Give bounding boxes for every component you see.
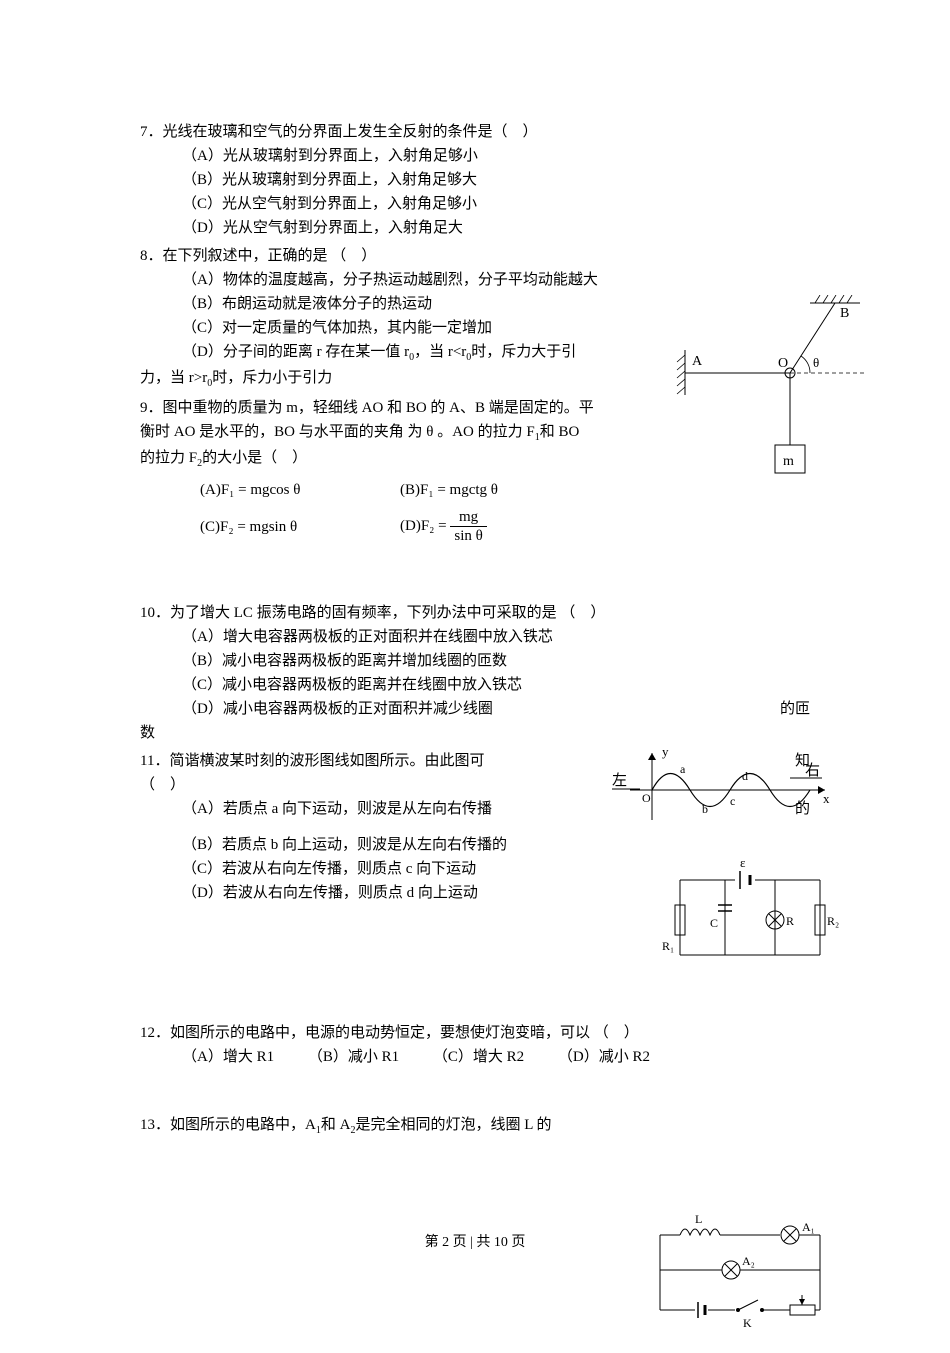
- q9-opt-c: (C)F₂ = mgsin θ: [200, 515, 400, 539]
- label-y: y: [662, 745, 669, 759]
- label-A2: A₂: [742, 1254, 755, 1268]
- q12-opt-a: （A）增大 R1: [182, 1045, 274, 1069]
- label-left: 左: [612, 772, 627, 789]
- q9-formula-row2: (C)F₂ = mgsin θ (D)F₂ = mgsin θ: [140, 508, 810, 545]
- label-theta: θ: [813, 355, 819, 370]
- q12-opt-b: （B）减小 R1: [308, 1045, 399, 1069]
- q13-pre: 13．如图所示的电路中，A: [140, 1117, 316, 1133]
- diagram-q11-wave: y x O a b c d 左 右: [610, 745, 840, 830]
- q10-stem: 10．为了增大 LC 振荡电路的固有频率，下列办法中可采取的是 （ ）: [140, 601, 810, 625]
- q13-stem: 13．如图所示的电路中，A1和 A2是完全相同的灯泡，线圈 L 的: [140, 1113, 810, 1139]
- q11-opt-b: （B）若质点 b 向上运动，则波是从左向右传播的: [140, 833, 810, 857]
- label-B: B: [840, 306, 849, 321]
- q10-opt-b: （B）减小电容器两极板的距离并增加线圈的匝数: [140, 649, 810, 673]
- q7-opt-c: （C）光从空气射到分界面上，入射角足够小: [140, 192, 810, 216]
- spacer: [140, 1009, 810, 1021]
- q10-d-tail: 数: [140, 721, 810, 745]
- spacer: [140, 551, 810, 601]
- question-12: 12．如图所示的电路中，电源的电动势恒定，要想使灯泡变暗，可以 （ ） （A）增…: [140, 1021, 810, 1069]
- q8-d-p3: 时，斥力大于引: [471, 344, 576, 360]
- question-10: 10．为了增大 LC 振荡电路的固有频率，下列办法中可采取的是 （ ） （A）增…: [140, 601, 810, 745]
- q9-d-pre: (D)F₂ =: [400, 518, 450, 534]
- label-K: K: [743, 1316, 752, 1330]
- q8-d-p2: ，当 r<r: [414, 344, 466, 360]
- q12-opt-d: （D）减小 R2: [558, 1045, 650, 1069]
- q12-opt-c: （C）增大 R2: [433, 1045, 524, 1069]
- q10-opt-d-right: 的匝: [780, 697, 810, 721]
- q9-line3b: 的大小是（ ）: [202, 450, 307, 466]
- q9-d-den: sin θ: [450, 527, 486, 545]
- q12-options-row: （A）增大 R1 （B）减小 R1 （C）增大 R2 （D）减小 R2: [140, 1045, 810, 1069]
- q8-tail-p2: 时，斥力小于引力: [212, 370, 332, 386]
- q12-stem: 12．如图所示的电路中，电源的电动势恒定，要想使灯泡变暗，可以 （ ）: [140, 1021, 810, 1045]
- label-L: L: [695, 1215, 702, 1226]
- label-a: a: [680, 762, 686, 776]
- question-7: 7．光线在玻璃和空气的分界面上发生全反射的条件是（ ） （A）光从玻璃射到分界面…: [140, 120, 810, 240]
- label-d: d: [742, 769, 748, 783]
- label-A: A: [692, 354, 703, 369]
- label-right: 右: [805, 762, 820, 779]
- q9-line2a: 衡时 AO 是水平的，BO 与水平面的夹角 为 θ 。AO 的拉力 F: [140, 424, 535, 440]
- q8-stem: 8．在下列叙述中，正确的是 （ ）: [140, 244, 810, 268]
- label-R2: R₂: [827, 914, 839, 928]
- q8-tail-p1: 力，当 r>r: [140, 370, 207, 386]
- label-O: O: [642, 791, 651, 805]
- label-O: O: [778, 356, 788, 371]
- q9-line2b: 和 BO: [540, 424, 580, 440]
- document-content: 7．光线在玻璃和空气的分界面上发生全反射的条件是（ ） （A）光从玻璃射到分界面…: [140, 120, 810, 1139]
- label-b: b: [702, 802, 708, 816]
- label-c: c: [730, 794, 735, 808]
- q10-opt-c: （C）减小电容器两极板的距离并在线圈中放入铁芯: [140, 673, 810, 697]
- label-eps: ε: [740, 855, 746, 870]
- q11-opt-a: （A）若质点 a 向下运动，则波是从左向右传播: [140, 797, 492, 821]
- label-m: m: [783, 454, 794, 469]
- q13-post: 是完全相同的灯泡，线圈 L 的: [355, 1117, 551, 1133]
- label-R: R: [786, 914, 794, 928]
- q10-opt-d-row: （D）减小电容器两极板的正对面积并减少线圈 的匝: [140, 697, 810, 721]
- q13-mid: 和 A: [321, 1117, 351, 1133]
- q9-opt-a: (A)F₁ = mgcos θ: [200, 478, 400, 502]
- q9-d-frac: mgsin θ: [450, 508, 486, 545]
- question-13: 13．如图所示的电路中，A1和 A2是完全相同的灯泡，线圈 L 的: [140, 1113, 810, 1139]
- q9-opt-b: (B)F₁ = mgctg θ: [400, 478, 600, 502]
- q10-opt-d-left: （D）减小电容器两极板的正对面积并减少线圈: [140, 697, 493, 721]
- label-C: C: [710, 916, 718, 930]
- q7-opt-d: （D）光从空气射到分界面上，入射角足大: [140, 216, 810, 240]
- q9-line3a: 的拉力 F: [140, 450, 197, 466]
- label-R1: R₁: [662, 939, 674, 953]
- spacer: [140, 1073, 810, 1113]
- q8-opt-a: （A）物体的温度越高，分子热运动越剧烈，分子平均动能越大: [140, 268, 810, 292]
- q8-d-p1: （D）分子间的距离 r 存在某一值 r: [182, 344, 409, 360]
- q7-stem: 7．光线在玻璃和空气的分界面上发生全反射的条件是（ ）: [140, 120, 810, 144]
- q10-opt-a: （A）增大电容器两极板的正对面积并在线圈中放入铁芯: [140, 625, 810, 649]
- q11-stem1: 11．简谐横波某时刻的波形图线如图所示。由此图可: [140, 749, 484, 773]
- q9-opt-d: (D)F₂ = mgsin θ: [400, 508, 600, 545]
- diagram-q12-circuit: ε R₁ R₂ C R: [660, 855, 840, 975]
- q9-d-num: mg: [450, 508, 486, 527]
- label-x: x: [823, 791, 830, 806]
- page-number: 第 2 页 | 共 10 页: [0, 1232, 950, 1254]
- q7-opt-a: （A）光从玻璃射到分界面上，入射角足够小: [140, 144, 810, 168]
- diagram-q9-pulley: A B O θ m: [670, 295, 870, 485]
- q7-opt-b: （B）光从玻璃射到分界面上，入射角足够大: [140, 168, 810, 192]
